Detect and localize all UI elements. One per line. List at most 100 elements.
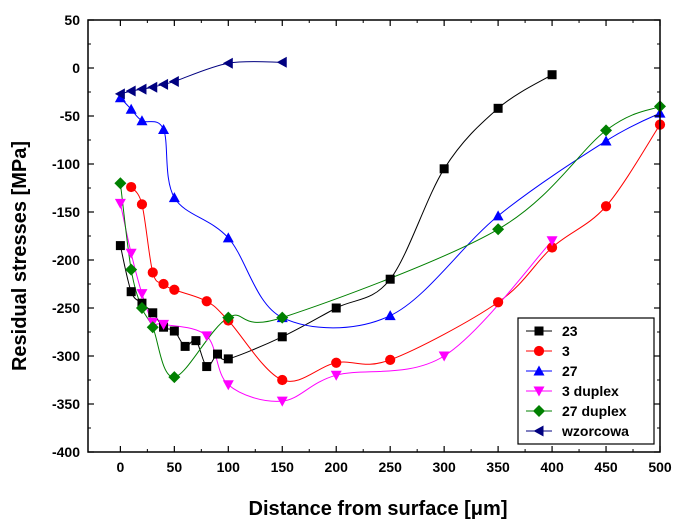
data-point (533, 345, 545, 357)
data-point (546, 242, 558, 253)
y-tick-label: -150 (52, 204, 80, 220)
data-point (136, 115, 148, 126)
series-curve-0 (119, 74, 553, 368)
x-tick-label: 0 (116, 459, 124, 475)
x-tick-label: 250 (379, 459, 403, 475)
x-axis-ticks: 0 50 100 150 200 250 300 350 400 450 500 (116, 20, 672, 475)
y-tick-label: -400 (52, 444, 80, 460)
data-point (438, 351, 450, 362)
data-point (533, 425, 544, 437)
y-axis-ticks: 50 0 -50 -100 -150 -200 -250 -300 -350 -400 (52, 12, 660, 460)
data-point (136, 83, 147, 95)
legend-label: 3 duplex (562, 383, 619, 399)
data-point (126, 181, 137, 193)
x-tick-label: 450 (594, 459, 618, 475)
y-tick-label: 50 (64, 12, 80, 28)
x-tick-label: 50 (167, 459, 183, 475)
data-point (222, 57, 233, 69)
data-point (180, 341, 190, 351)
data-point (158, 278, 169, 290)
data-point (147, 267, 158, 278)
data-point (136, 289, 148, 300)
y-axis-title: Residual stresses [MPa] (9, 141, 31, 371)
data-point (533, 386, 545, 397)
data-point (125, 103, 137, 114)
data-point (158, 319, 170, 330)
data-point (135, 302, 148, 314)
data-point (125, 85, 136, 97)
data-point (201, 296, 212, 307)
data-point (547, 70, 557, 80)
data-point (439, 164, 449, 174)
data-point (158, 123, 170, 134)
data-point (546, 236, 558, 247)
data-point (600, 124, 613, 137)
data-point (146, 321, 159, 334)
data-point (277, 374, 288, 386)
data-point (276, 311, 289, 324)
x-tick-label: 350 (486, 459, 510, 475)
data-point (114, 88, 125, 100)
data-point (493, 297, 504, 308)
data-point (277, 332, 287, 342)
data-point (213, 349, 223, 359)
data-point (114, 177, 127, 190)
data-point (169, 326, 179, 336)
data-point (168, 75, 179, 87)
x-tick-label: 150 (271, 459, 295, 475)
legend-box (517, 317, 655, 445)
data-point (276, 56, 287, 68)
data-point (114, 92, 126, 103)
x-tick-label: 100 (217, 459, 241, 475)
legend-label: 27 (562, 363, 578, 379)
data-point (384, 310, 396, 321)
data-point (330, 370, 342, 381)
data-point (600, 135, 612, 146)
legend-label: wzorcowa (561, 423, 629, 439)
legend-label: 23 (562, 323, 578, 339)
data-point (125, 248, 137, 259)
data-point (168, 192, 180, 203)
x-tick-label: 200 (325, 459, 349, 475)
data-point (222, 232, 234, 243)
y-tick-label: -300 (52, 348, 80, 364)
data-point (385, 274, 395, 284)
data-point (148, 308, 158, 318)
data-point (147, 81, 158, 93)
data-point (533, 365, 545, 376)
data-point (114, 198, 126, 209)
data-point (115, 241, 125, 251)
data-point (492, 210, 504, 221)
data-markers (114, 56, 666, 407)
data-point (600, 201, 612, 212)
data-point (222, 380, 234, 391)
data-point (202, 362, 212, 372)
data-point (191, 336, 201, 346)
x-tick-label: 500 (648, 459, 672, 475)
data-point (331, 357, 342, 368)
data-point (222, 311, 235, 324)
y-tick-label: -250 (52, 300, 80, 316)
data-point (201, 331, 213, 342)
data-point (385, 354, 396, 365)
data-point (136, 199, 148, 210)
data-point (534, 326, 544, 336)
data-point (223, 354, 233, 364)
data-point (169, 284, 180, 295)
legend: 23 3 27 3 duplex 27 duplex wzorcowa (517, 317, 655, 445)
y-tick-label: -200 (52, 252, 80, 268)
legend-label: 3 (562, 343, 570, 359)
data-point (126, 287, 136, 297)
y-tick-label: -350 (52, 396, 80, 412)
data-point (158, 78, 169, 90)
data-point (493, 103, 503, 113)
y-tick-label: -100 (52, 156, 80, 172)
y-tick-label: -50 (60, 108, 80, 124)
x-axis-title: Distance from surface [μm] (249, 498, 508, 520)
data-point (125, 263, 138, 276)
data-point (168, 371, 181, 384)
y-tick-label: 0 (72, 60, 80, 76)
data-point (331, 303, 341, 313)
legend-label: 27 duplex (562, 403, 627, 419)
